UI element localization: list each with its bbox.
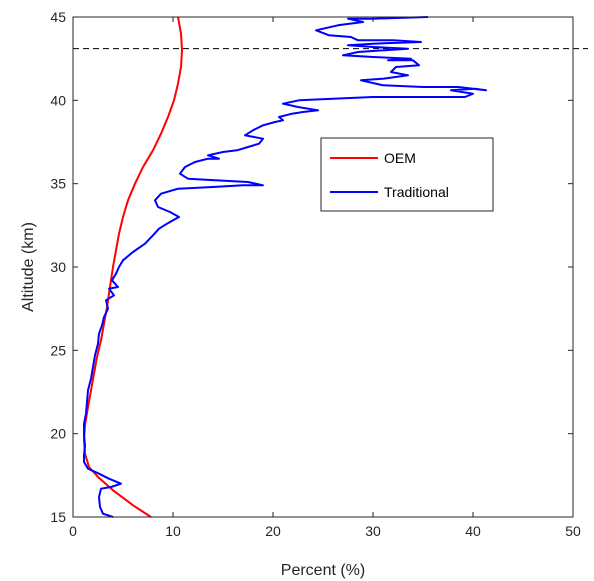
tick-layer: 0 10 20 30 40 50 15 20 25 30 35 40 45 bbox=[50, 9, 581, 539]
x-tick-label: 40 bbox=[465, 523, 481, 539]
y-tick-label: 30 bbox=[50, 259, 66, 275]
y-tick-label: 45 bbox=[50, 9, 66, 25]
x-axis-label: Percent (%) bbox=[281, 562, 365, 579]
x-tick-label: 30 bbox=[365, 523, 381, 539]
x-tick-label: 20 bbox=[265, 523, 281, 539]
y-axis-label: Altitude (km) bbox=[20, 222, 37, 312]
y-tick-label: 40 bbox=[50, 92, 66, 108]
x-tick-label: 10 bbox=[165, 523, 181, 539]
x-tick-label: 50 bbox=[565, 523, 581, 539]
plot-area bbox=[73, 17, 573, 517]
series-layer bbox=[83, 16, 487, 518]
y-tick-label: 25 bbox=[50, 342, 66, 358]
series-line-traditional bbox=[83, 16, 487, 518]
legend-label-traditional: Traditional bbox=[384, 184, 449, 200]
y-tick-label: 15 bbox=[50, 509, 66, 525]
legend-label-oem: OEM bbox=[384, 150, 416, 166]
y-tick-label: 20 bbox=[50, 426, 66, 442]
x-tick-label: 0 bbox=[69, 523, 77, 539]
y-tick-label: 35 bbox=[50, 176, 66, 192]
legend: OEM Traditional bbox=[320, 137, 494, 212]
legend-box bbox=[320, 137, 494, 212]
